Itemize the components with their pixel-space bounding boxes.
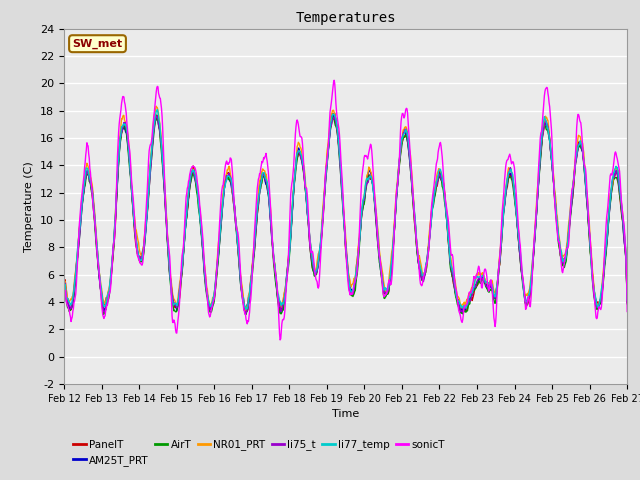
Legend: PanelT, AM25T_PRT, AirT, NR01_PRT, li75_t, li77_temp, sonicT: PanelT, AM25T_PRT, AirT, NR01_PRT, li75_… (69, 435, 449, 470)
X-axis label: Time: Time (332, 409, 359, 419)
Text: SW_met: SW_met (72, 38, 123, 49)
Title: Temperatures: Temperatures (295, 11, 396, 25)
Y-axis label: Temperature (C): Temperature (C) (24, 161, 35, 252)
